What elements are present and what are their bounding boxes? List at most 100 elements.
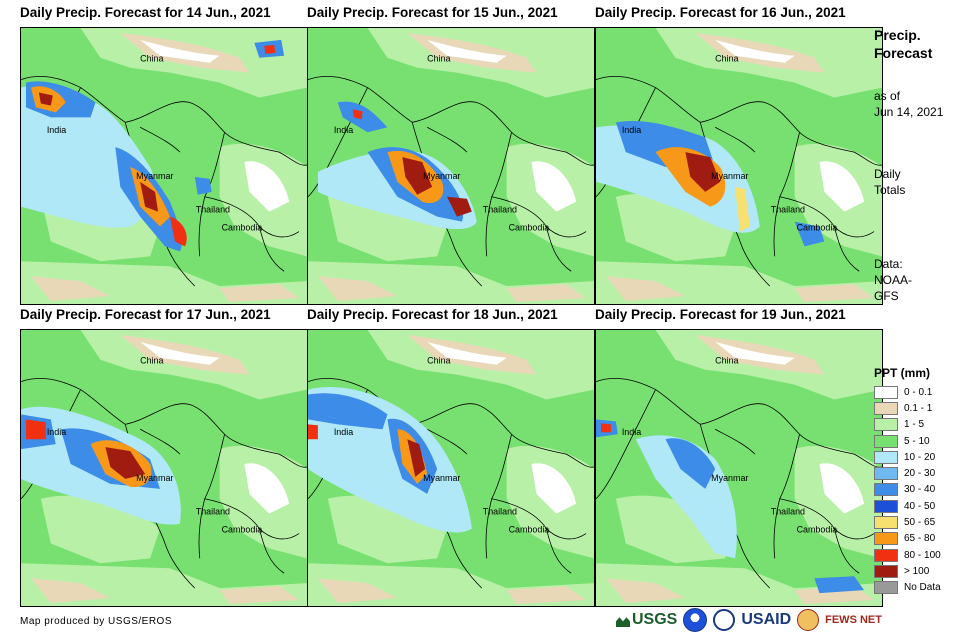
label-china: China — [715, 356, 738, 366]
legend-label: 30 - 40 — [904, 484, 936, 496]
totals-line2: Totals — [874, 183, 906, 197]
legend-rows: 0 - 0.1 0.1 - 1 1 - 5 5 - 10 10 - 20 20 - 30 3… — [874, 384, 964, 596]
label-china: China — [140, 356, 163, 366]
fews-globe-icon — [797, 609, 820, 631]
legend-label: 1 - 5 — [904, 419, 925, 431]
legend-swatch — [874, 450, 898, 464]
label-india: India — [622, 427, 641, 437]
precip-map: China India Myanmar Thailand Cambodia — [307, 329, 595, 607]
legend-label: 0.1 - 1 — [904, 402, 933, 414]
legend-label: 0 - 0.1 — [904, 386, 933, 398]
label-myanmar: Myanmar — [423, 171, 460, 181]
legend-item: 80 - 100 — [874, 547, 964, 563]
panel-title: Daily Precip. Forecast for 17 Jun., 2021 — [20, 307, 271, 322]
legend-swatch — [874, 581, 898, 595]
precip-map: China India Myanmar Thailand Cambodia — [20, 27, 308, 305]
panel-title: Daily Precip. Forecast for 19 Jun., 2021 — [595, 307, 846, 322]
legend-swatch — [874, 564, 898, 578]
panel-title: Daily Precip. Forecast for 14 Jun., 2021 — [20, 5, 271, 20]
label-myanmar: Myanmar — [423, 473, 460, 483]
data-line3: GFS — [874, 289, 899, 303]
title-line1: Precip. — [874, 27, 921, 43]
legend-label: 5 - 10 — [904, 435, 930, 447]
title-line2: Forecast — [874, 45, 933, 61]
precip-map: China India Myanmar Thailand Cambodia — [595, 27, 883, 305]
legend-item: 50 - 65 — [874, 514, 964, 530]
precip-map: China India Myanmar Thailand Cambodia — [307, 27, 595, 305]
legend-item: 30 - 40 — [874, 482, 964, 498]
label-cambodia: Cambodia — [509, 525, 550, 535]
legend-swatch — [874, 401, 898, 415]
label-cambodia: Cambodia — [797, 223, 838, 233]
legend-item: 0.1 - 1 — [874, 400, 964, 416]
label-myanmar: Myanmar — [711, 473, 748, 483]
credit: Map produced by USGS/EROS — [20, 616, 173, 627]
legend-label: 10 - 20 — [904, 451, 936, 463]
legend-item: No Data — [874, 580, 964, 596]
legend-item: > 100 — [874, 563, 964, 579]
panel-title: Daily Precip. Forecast for 15 Jun., 2021 — [307, 5, 558, 20]
legend-label: 65 - 80 — [904, 533, 936, 545]
usgs-logo: USGS — [616, 611, 677, 629]
legend-swatch — [874, 516, 898, 530]
label-thailand: Thailand — [483, 205, 517, 215]
legend-item: 10 - 20 — [874, 449, 964, 465]
side-totals: Daily Totals — [874, 166, 905, 198]
label-india: India — [47, 125, 66, 135]
noaa-icon — [683, 608, 708, 632]
logos: USGS USAID FEWS NET — [616, 606, 882, 634]
legend-label: 50 - 65 — [904, 517, 936, 529]
label-china: China — [427, 356, 450, 366]
legend-item: 20 - 30 — [874, 465, 964, 481]
usaid-seal-icon — [713, 609, 736, 631]
usgs-wave-icon — [616, 617, 630, 627]
legend-label: > 100 — [904, 565, 930, 577]
legend-swatch — [874, 532, 898, 546]
label-thailand: Thailand — [771, 205, 805, 215]
label-myanmar: Myanmar — [136, 473, 173, 483]
label-china: China — [715, 54, 738, 64]
label-india: India — [622, 125, 641, 135]
side-data-source: Data: NOAA- GFS — [874, 256, 912, 304]
label-thailand: Thailand — [483, 507, 517, 517]
panel-title: Daily Precip. Forecast for 18 Jun., 2021 — [307, 307, 558, 322]
legend-swatch — [874, 418, 898, 432]
side-asof: as of Jun 14, 2021 — [874, 88, 943, 120]
label-china: China — [427, 54, 450, 64]
legend-item: 5 - 10 — [874, 433, 964, 449]
label-india: India — [47, 427, 66, 437]
label-china: China — [140, 54, 163, 64]
legend-item: 1 - 5 — [874, 417, 964, 433]
data-line2: NOAA- — [874, 273, 913, 287]
panel-title: Daily Precip. Forecast for 16 Jun., 2021 — [595, 5, 846, 20]
totals-line1: Daily — [874, 167, 901, 181]
usaid-text: USAID — [741, 611, 792, 628]
precip-map: China India Myanmar Thailand Cambodia — [20, 329, 308, 607]
label-thailand: Thailand — [196, 205, 230, 215]
precip-map: China India Myanmar Thailand Cambodia — [595, 329, 883, 607]
data-line1: Data: — [874, 257, 903, 271]
label-myanmar: Myanmar — [136, 171, 173, 181]
label-thailand: Thailand — [196, 507, 230, 517]
label-india: India — [334, 125, 353, 135]
fews-text: FEWS NET — [825, 614, 882, 626]
label-india: India — [334, 427, 353, 437]
asof-line1: as of — [874, 89, 901, 103]
legend-swatch — [874, 467, 898, 481]
legend-item: 65 - 80 — [874, 531, 964, 547]
legend-item: 0 - 0.1 — [874, 384, 964, 400]
legend-label: 80 - 100 — [904, 549, 941, 561]
legend: PPT (mm) 0 - 0.1 0.1 - 1 1 - 5 5 - 10 10 - 2… — [874, 366, 964, 596]
label-thailand: Thailand — [771, 507, 805, 517]
asof-line2: Jun 14, 2021 — [874, 105, 944, 119]
legend-swatch — [874, 434, 898, 448]
label-cambodia: Cambodia — [222, 525, 263, 535]
legend-item: 40 - 50 — [874, 498, 964, 514]
legend-label: 40 - 50 — [904, 500, 936, 512]
usgs-text: USGS — [632, 611, 678, 628]
legend-label: No Data — [904, 582, 941, 594]
legend-swatch — [874, 483, 898, 497]
side-title: Precip. Forecast — [874, 26, 932, 62]
label-cambodia: Cambodia — [509, 223, 550, 233]
legend-label: 20 - 30 — [904, 468, 936, 480]
